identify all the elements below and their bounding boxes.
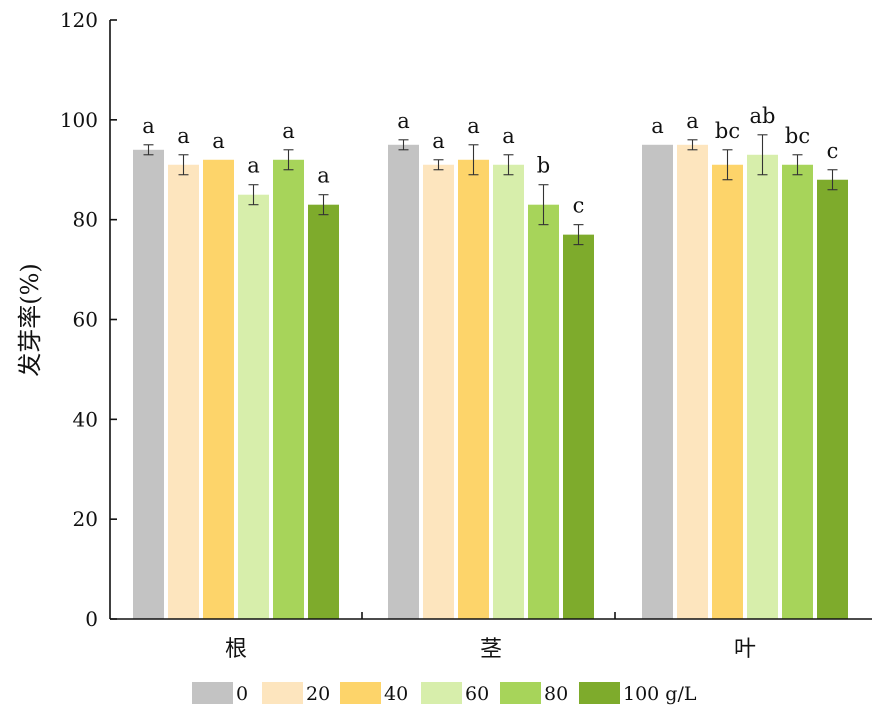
bar-2-5 <box>817 179 848 619</box>
bar-1-5 <box>563 234 594 619</box>
error-bar-0-3 <box>248 184 259 206</box>
y-tick-label-80: 80 <box>73 208 98 232</box>
legend-swatch-1 <box>262 682 303 704</box>
error-bar-1-2 <box>468 144 479 176</box>
error-bar-1-4 <box>538 184 549 226</box>
significance-letter-1-1: a <box>432 129 445 153</box>
y-axis-label: 发芽率(%) <box>16 263 44 377</box>
error-bar-2-4 <box>792 154 803 176</box>
legend-label-5: 100 g/L <box>623 683 697 705</box>
significance-letter-1-3: a <box>502 124 515 148</box>
bars-layer <box>133 144 848 620</box>
significance-letter-2-5: c <box>827 139 839 163</box>
error-bars-layer <box>143 134 838 246</box>
y-tick-label-20: 20 <box>73 507 98 531</box>
error-bar-1-5 <box>573 224 584 246</box>
x-category-label-0: 根 <box>225 637 247 662</box>
bar-2-1 <box>677 144 708 619</box>
bar-0-5 <box>308 204 339 620</box>
legend-swatch-3 <box>421 682 462 704</box>
y-tick-label-40: 40 <box>73 407 98 431</box>
error-bar-0-1 <box>178 154 189 176</box>
bar-1-3 <box>493 164 524 619</box>
significance-letter-1-2: a <box>467 114 480 138</box>
significance-letter-2-3: ab <box>750 104 776 128</box>
legend-item-2: 40 <box>340 682 408 705</box>
significance-letter-2-1: a <box>686 109 699 133</box>
y-tick-label-0: 0 <box>85 607 98 631</box>
legend-swatch-0 <box>192 682 233 704</box>
bar-1-4 <box>528 204 559 620</box>
bar-0-0 <box>133 149 164 620</box>
significance-letter-0-3: a <box>247 154 260 178</box>
significance-letter-1-4: b <box>537 154 550 178</box>
legend-label-1: 20 <box>306 683 330 705</box>
bar-2-0 <box>642 144 673 619</box>
significance-letter-2-4: bc <box>785 124 810 148</box>
significance-letter-1-5: c <box>573 194 585 218</box>
bar-0-1 <box>168 164 199 619</box>
bar-1-1 <box>423 164 454 619</box>
y-tick-label-100: 100 <box>60 108 98 132</box>
bar-2-2 <box>712 164 743 619</box>
bar-1-0 <box>388 144 419 619</box>
significance-letter-0-5: a <box>317 164 330 188</box>
error-bar-0-4 <box>283 149 294 171</box>
legend-item-3: 60 <box>421 682 489 705</box>
significance-letter-2-2: bc <box>715 119 740 143</box>
x-category-label-1: 茎 <box>480 637 502 662</box>
error-bar-1-1 <box>433 159 444 171</box>
bar-1-2 <box>458 159 489 619</box>
legend-item-4: 80 <box>500 682 568 705</box>
y-tick-label-60: 60 <box>73 308 98 332</box>
y-tick-label-120: 120 <box>60 8 98 32</box>
error-bar-1-3 <box>503 154 514 176</box>
error-bar-2-5 <box>827 169 838 191</box>
significance-letter-1-0: a <box>397 109 410 133</box>
legend-swatch-5 <box>579 682 620 704</box>
legend-item-0: 0 <box>192 682 248 705</box>
bar-0-3 <box>238 194 269 620</box>
significance-letter-0-4: a <box>282 119 295 143</box>
x-category-label-2: 叶 <box>734 637 756 662</box>
legend-swatch-2 <box>340 682 381 704</box>
error-bar-2-3 <box>757 134 768 176</box>
bar-0-4 <box>273 159 304 619</box>
bar-2-3 <box>747 154 778 619</box>
legend-label-0: 0 <box>236 683 248 705</box>
error-bar-2-1 <box>687 139 698 151</box>
error-bar-0-0 <box>143 144 154 156</box>
bar-0-2 <box>203 159 234 619</box>
error-bar-2-2 <box>722 149 733 181</box>
bar-2-4 <box>782 164 813 619</box>
significance-letter-0-0: a <box>142 114 155 138</box>
legend-item-1: 20 <box>262 682 330 705</box>
significance-letter-0-1: a <box>177 124 190 148</box>
legend-label-4: 80 <box>544 683 568 705</box>
legend-swatch-4 <box>500 682 541 704</box>
significance-letter-2-0: a <box>651 114 664 138</box>
legend: 0 20 40 60 80 100 g/L <box>192 682 697 705</box>
legend-item-5: 100 g/L <box>579 682 697 705</box>
error-bar-0-5 <box>318 194 329 216</box>
legend-label-2: 40 <box>384 683 408 705</box>
legend-label-3: 60 <box>465 683 489 705</box>
significance-letter-0-2: a <box>212 129 225 153</box>
axes-layer: 0 20 40 60 80 100 120 根 茎 叶 <box>60 8 872 662</box>
error-bar-1-0 <box>398 139 409 151</box>
